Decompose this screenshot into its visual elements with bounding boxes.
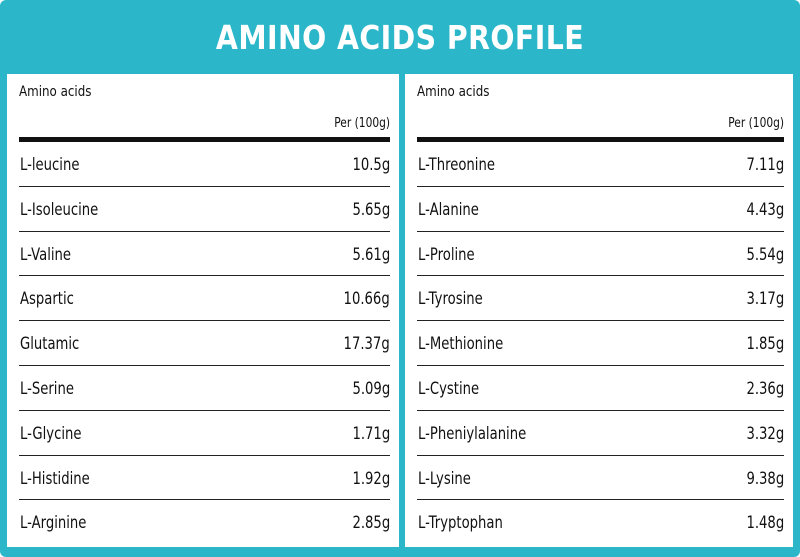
table-row: L-Proline 5.54g bbox=[417, 232, 784, 277]
amino-acid-name: L-Glycine bbox=[20, 423, 82, 443]
table-row: L-Alanine 4.43g bbox=[417, 187, 784, 232]
amino-acid-name: L-Tyrosine bbox=[418, 289, 483, 309]
table-row: L-Valine 5.61g bbox=[19, 232, 390, 277]
amino-acid-name: L-Tryptophan bbox=[418, 513, 503, 533]
amino-acid-name: L-Pheniylalanine bbox=[418, 423, 527, 443]
table-row: L-Tyrosine 3.17g bbox=[417, 276, 784, 322]
amino-acid-value: 4.43g bbox=[746, 199, 784, 219]
table-row: L-Lysine 9.38g bbox=[417, 456, 784, 501]
amino-acid-value: 3.17g bbox=[746, 289, 784, 309]
amino-acid-name: L-Threonine bbox=[418, 155, 495, 174]
amino-acid-value: 2.36g bbox=[746, 378, 784, 398]
column-header-amino-acids: Amino acids bbox=[19, 84, 92, 100]
table-row: L-Arginine 2.85g bbox=[19, 500, 390, 545]
table-row: L-Methionine 1.85g bbox=[417, 321, 784, 366]
amino-acid-value: 5.54g bbox=[746, 244, 784, 264]
page-title: AMINO ACIDS PROFILE bbox=[215, 17, 585, 57]
amino-acid-value: 1.71g bbox=[352, 423, 390, 443]
amino-acid-value: 1.48g bbox=[746, 513, 784, 533]
amino-acid-value: 9.38g bbox=[746, 468, 784, 488]
amino-acid-value: 1.85g bbox=[746, 334, 784, 354]
table-row: L-Tryptophan 1.48g bbox=[417, 500, 784, 545]
table-body: L-Threonine 7.11g L-Alanine 4.43g L-Prolin… bbox=[405, 142, 793, 545]
table-row: L-Glycine 1.71g bbox=[19, 411, 390, 456]
amino-acid-name: Glutamic bbox=[20, 334, 80, 354]
amino-acid-value: 1.92g bbox=[352, 468, 390, 488]
amino-acid-name: L-Cystine bbox=[418, 378, 480, 398]
table-row: Glutamic 17.37g bbox=[19, 321, 390, 366]
amino-acid-value: 3.32g bbox=[746, 423, 784, 443]
amino-acid-name: Aspartic bbox=[20, 289, 74, 309]
amino-acid-value: 7.11g bbox=[746, 155, 784, 174]
table-row: L-Cystine 2.36g bbox=[417, 366, 784, 411]
amino-acid-name: L-Lysine bbox=[418, 468, 471, 488]
column-header-per-100g: Per (100g) bbox=[728, 116, 784, 131]
amino-acid-value: 2.85g bbox=[352, 513, 390, 533]
amino-acid-value: 5.09g bbox=[352, 378, 390, 398]
amino-acid-name: L-Alanine bbox=[418, 199, 479, 219]
amino-acid-value: 10.5g bbox=[352, 155, 390, 174]
table-row: L-leucine 10.5g bbox=[19, 142, 390, 187]
table-row: L-Isoleucine 5.65g bbox=[19, 187, 390, 232]
amino-acid-name: L-Histidine bbox=[20, 468, 90, 488]
amino-acid-name: L-Methionine bbox=[418, 334, 504, 354]
header-divider bbox=[417, 137, 784, 142]
table-row: Aspartic 10.66g bbox=[19, 276, 390, 322]
column-header-per-100g: Per (100g) bbox=[334, 116, 390, 131]
amino-acid-value: 17.37g bbox=[343, 334, 390, 354]
amino-acid-name: L-Valine bbox=[20, 244, 72, 264]
amino-acid-name: L-Proline bbox=[418, 244, 475, 264]
amino-acid-value: 5.65g bbox=[352, 199, 390, 219]
amino-acid-name: L-Arginine bbox=[20, 513, 87, 533]
table-row: L-Pheniylalanine 3.32g bbox=[417, 411, 784, 456]
amino-acid-name: L-Isoleucine bbox=[20, 199, 99, 219]
amino-acid-name: L-leucine bbox=[20, 155, 80, 174]
amino-acid-value: 5.61g bbox=[352, 244, 390, 264]
table-body: L-leucine 10.5g L-Isoleucine 5.65g L-Valin… bbox=[7, 142, 399, 545]
column-header-amino-acids: Amino acids bbox=[417, 84, 490, 100]
table-row: L-Histidine 1.92g bbox=[19, 456, 390, 501]
right-table: Amino acids Per (100g) L-Threonine 7.11g … bbox=[405, 74, 793, 547]
amino-acid-name: L-Serine bbox=[20, 378, 74, 398]
table-row: L-Threonine 7.11g bbox=[417, 142, 784, 187]
left-table: Amino acids Per (100g) L-leucine 10.5g L-… bbox=[7, 74, 399, 547]
table-row: L-Serine 5.09g bbox=[19, 366, 390, 411]
header-divider bbox=[19, 137, 390, 142]
amino-acid-value: 10.66g bbox=[343, 289, 390, 309]
